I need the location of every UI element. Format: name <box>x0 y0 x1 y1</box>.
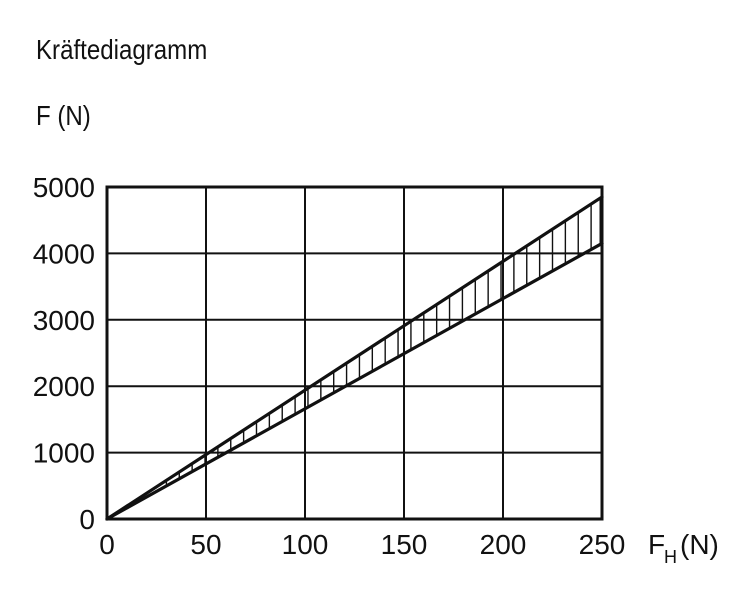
y-tick-label: 0 <box>79 504 95 535</box>
y-tick-label: 1000 <box>33 438 95 469</box>
plot-frame <box>105 185 604 521</box>
x-tick-labels: 0 50 100 150 200 250 <box>99 529 625 560</box>
y-tick-label: 5000 <box>33 172 95 203</box>
y-tick-labels: 0 1000 2000 3000 4000 5000 <box>33 172 95 535</box>
x-tick-label: 100 <box>282 529 329 560</box>
x-axis-label-unit: (N) <box>680 529 719 560</box>
series-line-lower <box>105 241 604 521</box>
y-axis-label: F (N) <box>36 100 91 131</box>
x-tick-label: 150 <box>381 529 428 560</box>
x-tick-label: 250 <box>579 529 626 560</box>
x-tick-label: 50 <box>190 529 221 560</box>
chart-title: Kräftediagramm <box>36 34 208 65</box>
x-axis-label: F H (N) <box>648 529 719 567</box>
x-axis-label-main: F <box>648 529 665 560</box>
y-tick-label: 3000 <box>33 305 95 336</box>
y-tick-label: 2000 <box>33 371 95 402</box>
x-axis-label-subscript: H <box>664 547 677 567</box>
x-tick-label: 0 <box>99 529 115 560</box>
series-lines <box>105 195 604 521</box>
series-line-upper <box>105 195 604 521</box>
y-tick-label: 4000 <box>33 238 95 269</box>
x-tick-label: 200 <box>480 529 527 560</box>
